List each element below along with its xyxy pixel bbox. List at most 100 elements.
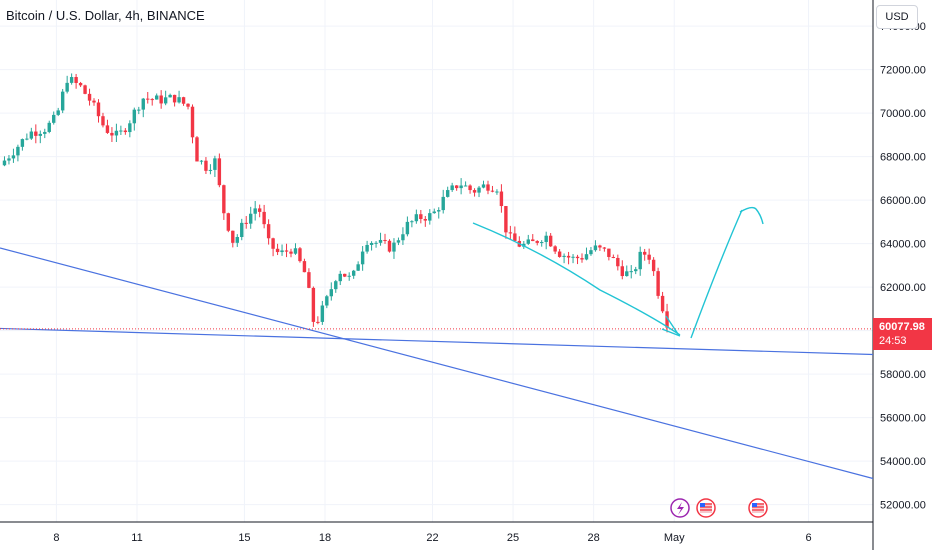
candle-body xyxy=(311,287,316,322)
candle-body xyxy=(401,234,405,241)
time-tick-label: 15 xyxy=(238,532,250,544)
candle-body xyxy=(566,255,571,258)
candle-body xyxy=(96,102,101,117)
candle-body xyxy=(575,256,580,259)
candle-body xyxy=(656,271,660,296)
candle-body xyxy=(208,169,213,171)
candle-body xyxy=(423,218,428,221)
price-tick-label: 58000.00 xyxy=(880,369,926,381)
candle-body xyxy=(593,245,598,251)
price-tick-label: 56000.00 xyxy=(880,413,926,425)
candle-body xyxy=(499,191,504,207)
candle-body xyxy=(56,110,60,115)
price-tick-label: 64000.00 xyxy=(880,239,926,251)
time-tick-label: 18 xyxy=(319,532,331,544)
candle-body xyxy=(634,269,638,272)
candle-body xyxy=(548,235,553,247)
candle-body xyxy=(383,239,387,241)
time-tick-label: 11 xyxy=(131,532,142,544)
candle-body xyxy=(105,125,110,133)
candle-body xyxy=(47,122,51,132)
candle-body xyxy=(553,246,557,252)
candle-body xyxy=(293,248,298,254)
candle-body xyxy=(625,271,629,277)
candle-body xyxy=(557,251,562,257)
candle-body xyxy=(642,251,647,255)
lightning-glyph xyxy=(677,502,684,515)
candle-body xyxy=(222,185,226,214)
price-tick-label: 68000.00 xyxy=(880,152,926,164)
candle-body xyxy=(235,237,239,243)
candle-body xyxy=(114,130,119,136)
candle-body xyxy=(405,221,410,235)
candle-body xyxy=(329,289,333,297)
candle-body xyxy=(450,185,454,191)
candle-body xyxy=(616,257,620,267)
candle-body xyxy=(172,94,177,103)
candle-body xyxy=(307,272,311,288)
price-tick-label: 72000.00 xyxy=(880,65,926,77)
candle-body xyxy=(647,254,651,260)
candle-body xyxy=(459,185,463,189)
candle-body xyxy=(69,77,74,83)
candle-body xyxy=(266,224,271,239)
candle-body xyxy=(540,242,544,244)
candle-body xyxy=(428,213,432,221)
candle-body xyxy=(638,251,642,270)
candle-body xyxy=(280,250,284,253)
candle-body xyxy=(665,311,669,328)
flag-canton xyxy=(700,503,705,507)
time-tick-label: 28 xyxy=(588,532,600,544)
symbol-title[interactable]: Bitcoin / U.S. Dollar, 4h, BINANCE xyxy=(6,8,205,23)
candle-body xyxy=(289,251,293,254)
last-price-tag: 60077.98 24:53 xyxy=(873,318,932,350)
time-tick-label: 22 xyxy=(426,532,438,544)
candle-body xyxy=(392,242,396,252)
last-price-value: 60077.98 xyxy=(879,321,925,333)
candle-body xyxy=(562,255,566,257)
candle-body xyxy=(544,235,548,243)
currency-button[interactable]: USD xyxy=(876,5,918,29)
candle-body xyxy=(213,158,217,170)
candle-body xyxy=(163,97,168,104)
flag-field xyxy=(700,503,712,513)
bar-countdown: 24:53 xyxy=(879,335,907,347)
candle-body xyxy=(43,131,47,134)
candle-body xyxy=(257,208,262,212)
candle-body xyxy=(441,196,445,211)
candle-body xyxy=(468,185,472,191)
candle-body xyxy=(168,94,172,98)
candle-body xyxy=(199,160,204,162)
candle-body xyxy=(325,296,329,306)
price-tick-label: 66000.00 xyxy=(880,195,926,207)
candle-body xyxy=(343,273,347,277)
candle-body xyxy=(154,95,159,100)
candle-body xyxy=(334,281,338,290)
candle-body xyxy=(271,238,275,249)
candle-body xyxy=(110,132,114,136)
trendline[interactable] xyxy=(0,327,874,356)
candle-body xyxy=(119,130,123,132)
trendline[interactable] xyxy=(0,247,874,480)
candle-body xyxy=(253,208,257,214)
candle-body xyxy=(490,190,495,192)
candle-body xyxy=(87,93,92,101)
candle-body xyxy=(186,103,190,107)
candle-body xyxy=(531,239,535,242)
price-tick-label: 62000.00 xyxy=(880,282,926,294)
candle-body xyxy=(410,221,414,223)
drawn-up-arrow[interactable] xyxy=(690,209,743,339)
candle-body xyxy=(396,240,401,243)
candle-body xyxy=(419,214,423,219)
candle-body xyxy=(240,222,244,238)
candle-body xyxy=(584,254,589,260)
candle-body xyxy=(92,100,96,103)
candle-body xyxy=(356,264,360,271)
candle-body xyxy=(414,214,419,222)
time-tick-label: 8 xyxy=(53,532,59,544)
drawn-down-arrow[interactable] xyxy=(472,222,681,336)
candle-body xyxy=(195,137,199,162)
candle-body xyxy=(365,244,369,252)
